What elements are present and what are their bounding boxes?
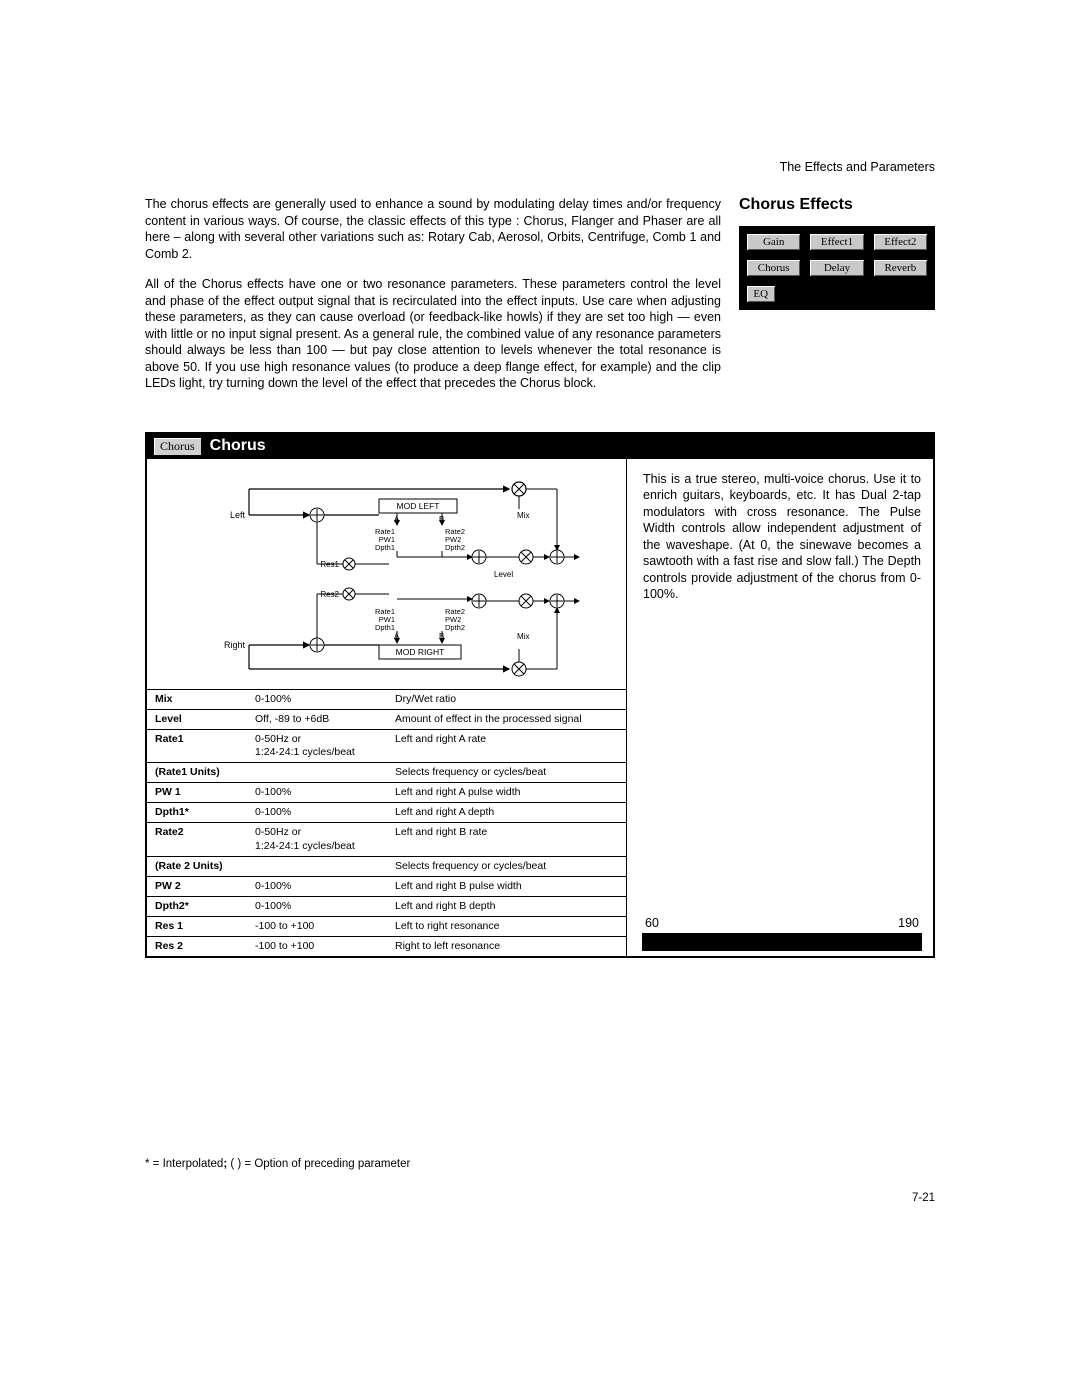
param-range: 0-50Hz or1:24-24:1 cycles/beat — [247, 729, 387, 762]
parameter-table: Mix0-100%Dry/Wet ratioLevelOff, -89 to +… — [147, 689, 626, 957]
diag-level: Level — [494, 570, 513, 579]
table-row: PW 20-100%Left and right B pulse width — [147, 876, 626, 896]
table-row: (Rate1 Units) Selects frequency or cycles… — [147, 763, 626, 783]
running-header: The Effects and Parameters — [145, 160, 935, 174]
param-range: -100 to +100 — [247, 937, 387, 957]
diag-mix-top: Mix — [517, 511, 529, 520]
chorus-stat-row: 60 190 — [643, 915, 921, 934]
param-name: Level — [147, 709, 247, 729]
diag-dpth2-t: Dpth2 — [445, 543, 465, 552]
param-range: Off, -89 to +6dB — [247, 709, 387, 729]
diag-a-bot: A — [394, 632, 400, 641]
effect-button-effect2[interactable]: Effect2 — [872, 232, 929, 252]
effect-button-reverb[interactable]: Reverb — [872, 258, 929, 278]
intro-para-2: All of the Chorus effects have one or tw… — [145, 276, 721, 392]
chorus-body: Left MOD LEFT A B — [147, 459, 933, 957]
diag-mix-bot: Mix — [517, 632, 529, 641]
param-desc: Left and right B rate — [387, 823, 626, 856]
param-desc: Dry/Wet ratio — [387, 689, 626, 709]
param-name: Dpth2* — [147, 896, 247, 916]
table-row: (Rate 2 Units) Selects frequency or cycle… — [147, 856, 626, 876]
intro-text: The chorus effects are generally used to… — [145, 196, 721, 406]
table-row: PW 10-100%Left and right A pulse width — [147, 783, 626, 803]
param-name: Rate1 — [147, 729, 247, 762]
param-name: (Rate1 Units) — [147, 763, 247, 783]
top-section: The chorus effects are generally used to… — [145, 196, 935, 406]
stat-left: 60 — [645, 915, 659, 932]
param-range: 0-100% — [247, 876, 387, 896]
chorus-block: Chorus Chorus — [145, 432, 935, 959]
param-name: Rate2 — [147, 823, 247, 856]
param-range: -100 to +100 — [247, 917, 387, 937]
param-range: 0-100% — [247, 783, 387, 803]
effect-button-eq[interactable]: EQ — [745, 284, 777, 304]
param-desc: Amount of effect in the processed signal — [387, 709, 626, 729]
signal-diagram: Left MOD LEFT A B — [147, 459, 626, 689]
effect-button-gain[interactable]: Gain — [745, 232, 802, 252]
effect-button-delay[interactable]: Delay — [808, 258, 865, 278]
black-bar — [642, 933, 922, 951]
side-title: Chorus Effects — [739, 196, 935, 214]
footnote: * = Interpolated; ( ) = Option of preced… — [145, 1158, 935, 1170]
side-column: Chorus Effects Gain Effect1 Effect2 Chor… — [739, 196, 935, 406]
param-desc: Left to right resonance — [387, 917, 626, 937]
param-desc: Selects frequency or cycles/beat — [387, 856, 626, 876]
chorus-left-column: Left MOD LEFT A B — [147, 459, 627, 957]
table-row: Res 1-100 to +100Left to right resonance — [147, 917, 626, 937]
diag-mod-left: MOD LEFT — [397, 501, 440, 511]
param-name: Dpth1* — [147, 803, 247, 823]
effect-panel: Gain Effect1 Effect2 Chorus Delay Reverb… — [739, 226, 935, 310]
param-desc: Left and right A pulse width — [387, 783, 626, 803]
footnote-text: * = Interpolated; ( ) = Option of preced… — [145, 1158, 410, 1170]
chorus-tag: Chorus — [153, 437, 202, 456]
param-desc: Right to left resonance — [387, 937, 626, 957]
diag-dpth2-b: Dpth2 — [445, 623, 465, 632]
chorus-right-column: This is a true stereo, multi-voice choru… — [627, 459, 933, 957]
chorus-description: This is a true stereo, multi-voice choru… — [643, 471, 921, 915]
table-row: Dpth2*0-100%Left and right B depth — [147, 896, 626, 916]
param-desc: Left and right A rate — [387, 729, 626, 762]
table-row: Dpth1*0-100%Left and right A depth — [147, 803, 626, 823]
diag-dpth1-b: Dpth1 — [375, 623, 395, 632]
param-range — [247, 763, 387, 783]
table-row: Rate20-50Hz or1:24-24:1 cycles/beatLeft … — [147, 823, 626, 856]
table-row: Mix0-100%Dry/Wet ratio — [147, 689, 626, 709]
effect-button-effect1[interactable]: Effect1 — [808, 232, 865, 252]
param-name: PW 1 — [147, 783, 247, 803]
param-range: 0-100% — [247, 896, 387, 916]
chorus-header: Chorus Chorus — [147, 434, 933, 459]
param-desc: Left and right A depth — [387, 803, 626, 823]
param-name: Res 2 — [147, 937, 247, 957]
effect-button-chorus[interactable]: Chorus — [745, 258, 802, 278]
page-content: The Effects and Parameters The chorus ef… — [145, 160, 935, 1204]
stat-right: 190 — [898, 915, 919, 932]
diag-right-label: Right — [224, 640, 246, 650]
param-range: 0-100% — [247, 689, 387, 709]
page-number: 7-21 — [145, 1192, 935, 1204]
param-desc: Selects frequency or cycles/beat — [387, 763, 626, 783]
table-row: Rate10-50Hz or1:24-24:1 cycles/beatLeft … — [147, 729, 626, 762]
diag-b-bot: B — [439, 632, 444, 641]
param-desc: Left and right B depth — [387, 896, 626, 916]
param-name: PW 2 — [147, 876, 247, 896]
table-row: LevelOff, -89 to +6dBAmount of effect in… — [147, 709, 626, 729]
param-name: Mix — [147, 689, 247, 709]
diag-dpth1-t: Dpth1 — [375, 543, 395, 552]
chorus-title: Chorus — [210, 437, 266, 455]
param-desc: Left and right B pulse width — [387, 876, 626, 896]
param-range: 0-100% — [247, 803, 387, 823]
intro-para-1: The chorus effects are generally used to… — [145, 196, 721, 262]
diag-left-label: Left — [230, 510, 246, 520]
param-name: Res 1 — [147, 917, 247, 937]
diag-mod-right: MOD RIGHT — [396, 647, 445, 657]
param-range: 0-50Hz or1:24-24:1 cycles/beat — [247, 823, 387, 856]
param-range — [247, 856, 387, 876]
table-row: Res 2-100 to +100Right to left resonance — [147, 937, 626, 957]
param-name: (Rate 2 Units) — [147, 856, 247, 876]
